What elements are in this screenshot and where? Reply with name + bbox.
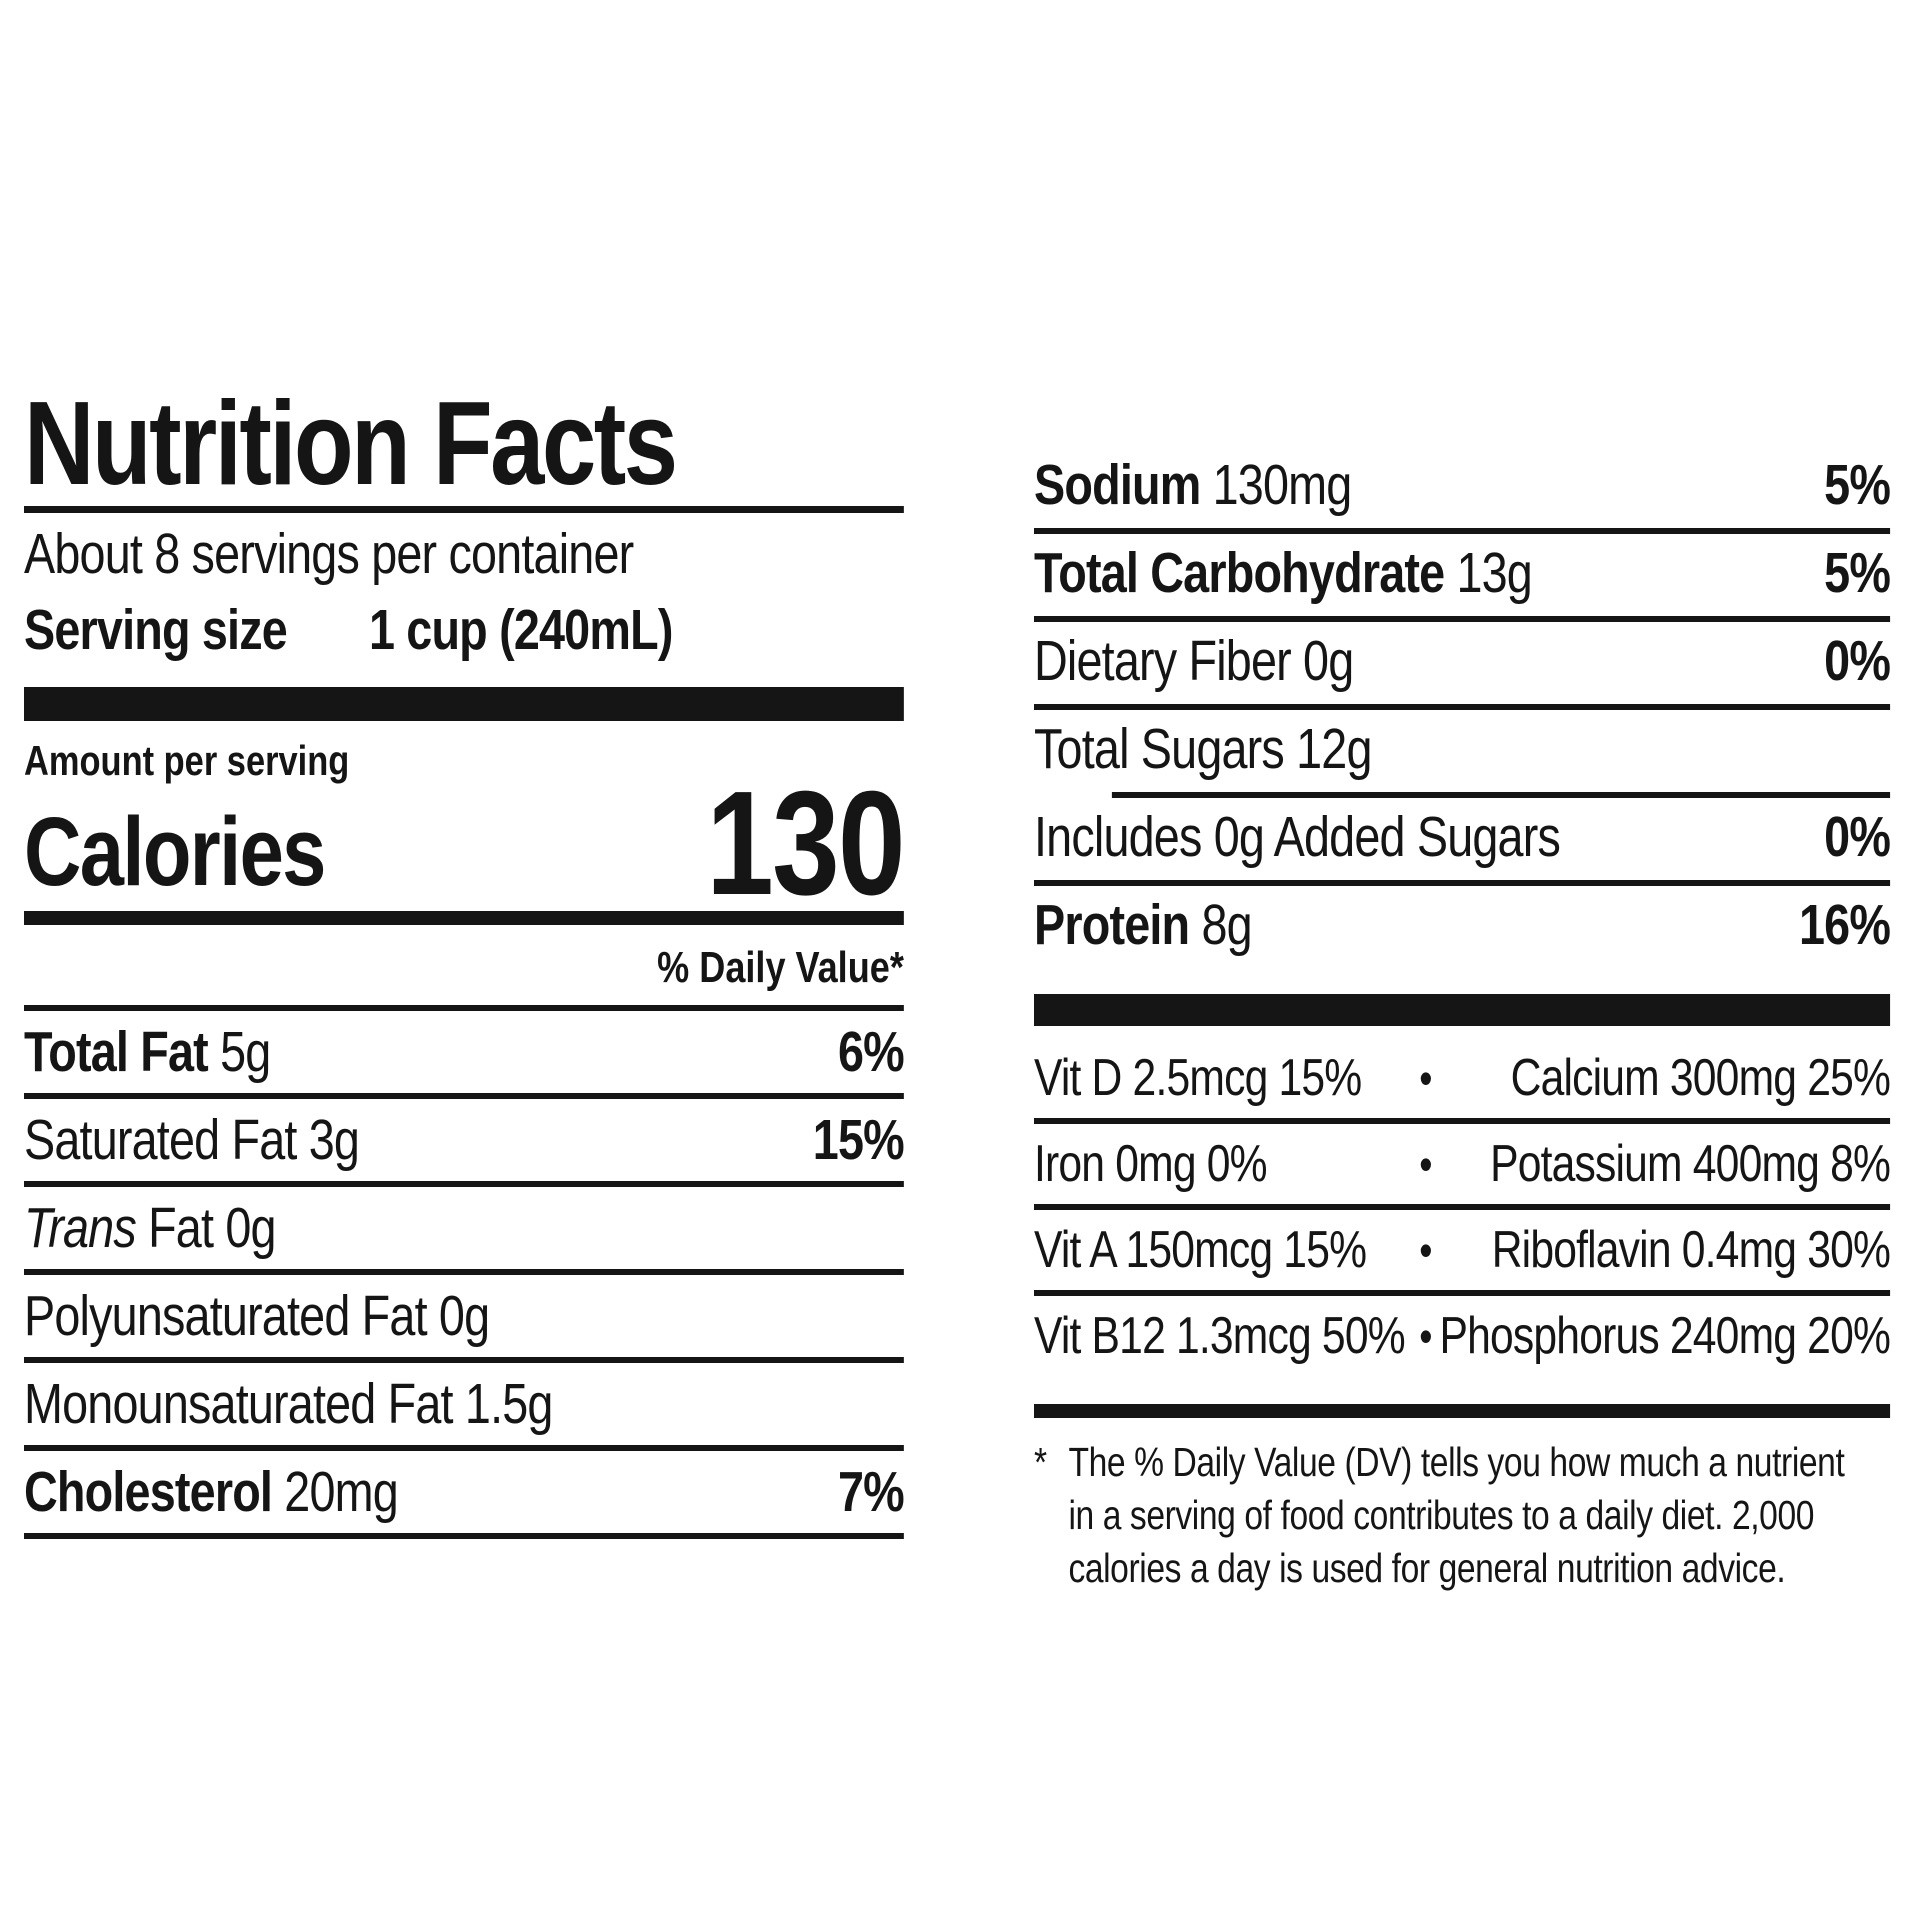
nutrient-daily-value: 15% [812, 1108, 905, 1172]
vitamin-left-value: Vit B12 1.3mcg 50% [1034, 1307, 1406, 1365]
serving-size-row: Serving size 1 cup (240mL) [24, 599, 904, 661]
vitamin-right-value: Calcium 300mg 25% [1510, 1049, 1891, 1107]
nutrient-row-total-fat: Total Fat 5g 6% [24, 1011, 905, 1099]
vitamin-row-vit-d: Vit D 2.5mcg 15% • Calcium 300mg 25% [1034, 1038, 1891, 1118]
serving-size-label: Serving size [24, 598, 288, 662]
footnote-text: The % Daily Value (DV) tells you how muc… [1068, 1436, 1844, 1595]
label-left-column: Nutrition Facts About 8 servings per con… [24, 377, 905, 1539]
nutrient-daily-value: 7% [837, 1460, 905, 1524]
calories-divider [24, 911, 904, 925]
bullet-separator-icon: • [1419, 1138, 1432, 1190]
nutrient-name-amount: Total Fat 5g [24, 1020, 271, 1084]
footnote-line: in a serving of food contributes to a da… [1068, 1492, 1815, 1538]
amount-per-serving-label: Amount per serving [24, 737, 350, 784]
nutrient-name-amount: Saturated Fat 3g [24, 1108, 360, 1172]
bullet-separator-icon: • [1419, 1052, 1432, 1104]
footnote-asterisk: * [1034, 1439, 1047, 1485]
nutrient-daily-value: 5% [1824, 541, 1891, 605]
daily-value-footnote: * The % Daily Value (DV) tells you how m… [1034, 1436, 1890, 1595]
vitamin-left-value: Vit D 2.5mcg 15% [1034, 1049, 1362, 1107]
nutrient-row-sodium: Sodium 130mg 5% [1034, 446, 1891, 534]
bullet-separator-icon: • [1419, 1310, 1432, 1362]
nutrient-daily-value: 0% [1824, 629, 1891, 693]
vitamin-row-vit-b12: Vit B12 1.3mcg 50% • Phosphorus 240mg 20% [1034, 1290, 1891, 1376]
protein-section-divider [1034, 994, 1891, 1026]
calories-label: Calories [24, 797, 326, 906]
bullet-separator-icon: • [1419, 1224, 1432, 1276]
nutrient-daily-value: 6% [837, 1020, 905, 1084]
serving-size-value: 1 cup (240mL) [368, 598, 673, 662]
nutrient-daily-value: 0% [1824, 805, 1891, 869]
footnote-line: The % Daily Value (DV) tells you how muc… [1068, 1439, 1845, 1485]
vitamin-left-value: Iron 0mg 0% [1034, 1135, 1268, 1193]
nutrient-name-amount: Dietary Fiber 0g [1034, 629, 1354, 693]
nutrient-name-amount: Protein 8g [1034, 893, 1253, 957]
title-divider [24, 506, 904, 513]
calories-row: Calories 130 [24, 761, 905, 926]
calories-value: 130 [706, 761, 905, 926]
vitamin-left-value: Vit A 150mcg 15% [1034, 1221, 1367, 1279]
nutrient-row-trans-fat: Trans Fat 0g [24, 1187, 904, 1275]
nutrient-rows-right: Sodium 130mg 5% Total Carbohydrate 13g 5% Di… [1034, 446, 1891, 968]
nutrient-name-amount: Polyunsaturated Fat 0g [24, 1284, 490, 1348]
nutrient-row-monounsaturated-fat: Monounsaturated Fat 1.5g [24, 1363, 904, 1451]
nutrient-name-amount: Trans Fat 0g [24, 1196, 276, 1260]
nutrient-row-includes-0g-added-sugars: Includes 0g Added Sugars 0% [1034, 798, 1891, 886]
daily-value-header: % Daily Value* [24, 925, 904, 1011]
nutrient-daily-value: 16% [1798, 893, 1891, 957]
nutrient-row-protein: Protein 8g 16% [1034, 886, 1891, 968]
nutrient-daily-value: 5% [1824, 453, 1891, 517]
nutrient-name-amount: Total Sugars 12g [1034, 717, 1372, 781]
vitamins-end-divider [1034, 1404, 1891, 1418]
vitamins-section: Vit D 2.5mcg 15% • Calcium 300mg 25% Iron 0… [1034, 1038, 1891, 1376]
vitamin-right-value: Potassium 400mg 8% [1490, 1135, 1891, 1193]
label-right-column: Sodium 130mg 5% Total Carbohydrate 13g 5% Di… [1034, 446, 1891, 1595]
nutrient-row-polyunsaturated-fat: Polyunsaturated Fat 0g [24, 1275, 904, 1363]
servings-per-container: About 8 servings per container [24, 522, 634, 586]
nutrient-name-amount: Cholesterol 20mg [24, 1460, 399, 1524]
nutrient-name-amount: Includes 0g Added Sugars [1034, 805, 1561, 869]
nutrition-facts-title: Nutrition Facts [24, 377, 678, 510]
nutrient-row-total-sugars: Total Sugars 12g [1034, 710, 1891, 798]
nutrient-rows-left: Total Fat 5g 6% Saturated Fat 3g 15% Trans F… [24, 1011, 905, 1539]
vitamin-row-vit-a: Vit A 150mcg 15% • Riboflavin 0.4mg 30% [1034, 1204, 1891, 1290]
vitamin-right-value: Phosphorus 240mg 20% [1439, 1307, 1891, 1365]
nutrient-name-amount: Monounsaturated Fat 1.5g [24, 1372, 553, 1436]
nutrient-row-saturated-fat: Saturated Fat 3g 15% [24, 1099, 905, 1187]
nutrient-row-dietary-fiber: Dietary Fiber 0g 0% [1034, 622, 1891, 710]
nutrient-row-total-carbohydrate: Total Carbohydrate 13g 5% [1034, 534, 1891, 622]
nutrient-name-amount: Total Carbohydrate 13g [1034, 541, 1533, 605]
serving-section-divider [24, 687, 904, 721]
nutrient-row-cholesterol: Cholesterol 20mg 7% [24, 1451, 905, 1539]
vitamin-row-iron-0mg: Iron 0mg 0% • Potassium 400mg 8% [1034, 1118, 1891, 1204]
footnote-line: calories a day is used for general nutri… [1068, 1545, 1786, 1591]
nutrient-name-amount: Sodium 130mg [1034, 453, 1352, 517]
vitamin-right-value: Riboflavin 0.4mg 30% [1491, 1221, 1891, 1279]
